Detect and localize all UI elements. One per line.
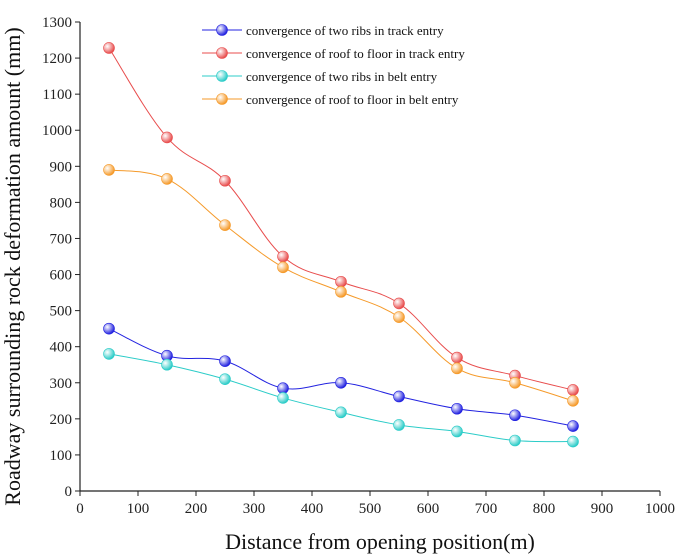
data-point <box>451 351 463 364</box>
data-point <box>335 406 347 419</box>
x-tick-label: 200 <box>185 501 208 517</box>
data-point <box>277 392 289 404</box>
y-tick-label: 200 <box>50 412 73 428</box>
data-point <box>219 373 231 385</box>
x-tick-label: 400 <box>301 501 324 517</box>
legend-marker <box>216 24 228 36</box>
data-point <box>103 42 115 54</box>
y-tick-label: 600 <box>50 268 73 284</box>
data-point <box>277 261 289 274</box>
axes: 0 100 200 300 400 500 600 700 800 900 1000 0 100 200 3… <box>42 15 675 517</box>
data-point <box>393 390 405 403</box>
data-point <box>567 435 579 448</box>
data-point <box>335 376 347 389</box>
series-1 <box>103 322 579 432</box>
data-point <box>103 164 115 176</box>
data-point <box>567 384 579 396</box>
legend: convergence of two ribs in track entry co… <box>202 23 465 107</box>
data-point <box>567 395 579 407</box>
data-point <box>219 219 231 231</box>
series-layer <box>103 42 579 448</box>
legend-label: convergence of two ribs in belt entry <box>246 69 438 84</box>
legend-marker <box>216 70 228 82</box>
y-tick-label: 800 <box>50 195 73 211</box>
y-tick-label: 1200 <box>42 51 72 67</box>
data-point <box>393 297 405 310</box>
y-tick-label: 100 <box>50 448 73 464</box>
x-tick-label: 0 <box>76 501 84 517</box>
legend-item: convergence of two ribs in belt entry <box>202 69 438 84</box>
data-point <box>277 382 289 394</box>
data-point <box>393 311 405 323</box>
data-point <box>451 402 463 415</box>
x-tick-label: 600 <box>417 501 440 517</box>
x-tick-label: 900 <box>591 501 614 517</box>
data-point <box>161 358 173 371</box>
data-point <box>103 322 115 335</box>
legend-marker <box>216 47 228 59</box>
data-point <box>567 420 579 432</box>
data-point <box>451 362 463 375</box>
data-point <box>277 250 289 263</box>
data-point <box>451 425 463 438</box>
y-tick-label: 1100 <box>43 87 72 103</box>
y-tick-label: 1300 <box>42 15 72 31</box>
x-tick-label: 300 <box>243 501 266 517</box>
data-point <box>335 275 347 288</box>
legend-item: convergence of roof to floor in belt ent… <box>202 92 459 107</box>
series-line <box>108 47 574 391</box>
data-point <box>219 355 231 367</box>
data-point <box>509 376 521 389</box>
data-point <box>103 348 115 360</box>
series-4 <box>103 164 579 407</box>
y-tick-label: 400 <box>50 340 73 356</box>
x-tick-label: 100 <box>127 501 150 517</box>
data-point <box>219 174 231 187</box>
series-3 <box>103 348 579 448</box>
y-axis-title: Roadway surrounding rock deformation amo… <box>0 27 25 505</box>
legend-label: convergence of roof to floor in track en… <box>246 46 465 61</box>
x-tick-label: 700 <box>475 501 498 517</box>
data-point <box>509 409 521 422</box>
data-point <box>161 173 173 185</box>
legend-marker <box>216 93 228 105</box>
legend-item: convergence of roof to floor in track en… <box>202 46 465 61</box>
y-tick-label: 900 <box>50 159 73 175</box>
legend-label: convergence of roof to floor in belt ent… <box>246 92 459 107</box>
y-tick-label: 300 <box>50 376 73 392</box>
data-point <box>335 286 347 298</box>
x-axis-title: Distance from opening position(m) <box>225 529 535 554</box>
y-tick-label: 700 <box>50 231 73 247</box>
legend-label: convergence of two ribs in track entry <box>246 23 444 38</box>
series-line <box>108 353 574 443</box>
data-point <box>393 419 405 431</box>
x-tick-label: 1000 <box>645 501 675 517</box>
y-tick-label: 1000 <box>42 123 72 139</box>
x-tick-label: 500 <box>359 501 382 517</box>
legend-item: convergence of two ribs in track entry <box>202 23 444 38</box>
data-point <box>161 131 173 144</box>
series-2 <box>103 42 579 396</box>
data-point <box>509 434 521 447</box>
y-tick-label: 500 <box>50 304 73 320</box>
x-tick-label: 800 <box>533 501 556 517</box>
y-tick-label: 0 <box>65 484 73 500</box>
